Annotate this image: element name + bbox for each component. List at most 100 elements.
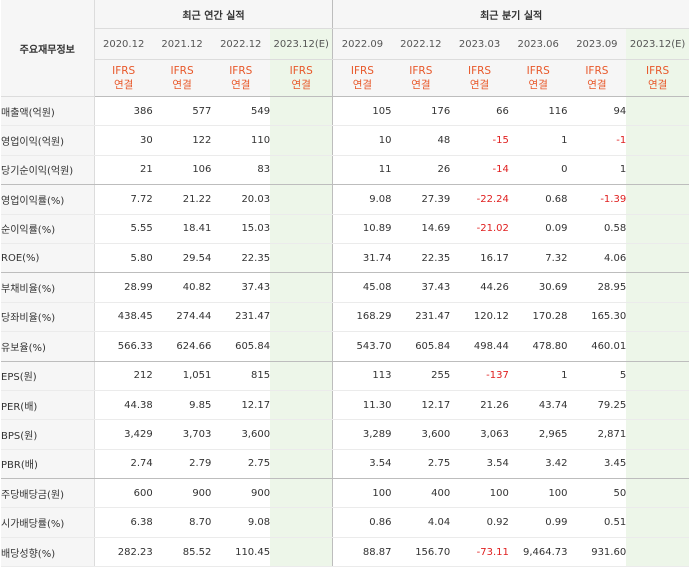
quarterly-value-cell	[626, 507, 689, 538]
annual-value-cell: 28.99	[94, 272, 153, 303]
quarterly-value-cell: -21.02	[450, 214, 509, 244]
row-label: 시가배당률(%)	[1, 507, 95, 538]
quarterly-value-cell: 120.12	[450, 302, 509, 333]
quarterly-value-cell: 165.30	[567, 302, 627, 333]
consolidated-label: 연결	[352, 79, 373, 91]
annual-value-cell: 18.41	[152, 214, 212, 244]
quarterly-value-cell: 255	[391, 361, 451, 391]
annual-value-cell: 577	[152, 96, 212, 127]
annual-value-cell: 8.70	[152, 507, 212, 538]
quarterly-value-cell: 3,600	[391, 419, 451, 450]
annual-value-cell: 106	[152, 155, 212, 186]
quarterly-value-cell: 0.99	[508, 507, 568, 538]
row-label: 유보율(%)	[1, 331, 95, 362]
accounting-standard-cell: IFRS 연결	[332, 59, 392, 97]
table-row: 영업이익률(%) 7.72 21.22 20.03 9.08 27.39 -22.24 0.6…	[1, 184, 689, 215]
table-row: 유보율(%) 566.33 624.66 605.84 543.70 605.84 498.…	[1, 331, 689, 362]
quarterly-value-cell: 9.08	[332, 184, 392, 215]
annual-value-cell: 900	[152, 478, 212, 509]
quarterly-value-cell: 156.70	[391, 537, 451, 567]
quarterly-value-cell: 0.86	[332, 507, 392, 538]
accounting-standard-cell: IFRS 연결	[211, 59, 271, 97]
annual-value-cell: 12.17	[211, 390, 271, 421]
annual-value-cell: 15.03	[211, 214, 271, 244]
quarterly-value-cell: 2.75	[391, 449, 451, 480]
quarterly-value-cell: -73.11	[450, 537, 509, 567]
quarterly-value-cell: 605.84	[391, 331, 451, 362]
quarterly-value-cell: 543.70	[332, 331, 392, 362]
ifrs-label: IFRS	[112, 65, 136, 77]
annual-value-cell: 85.52	[152, 537, 212, 567]
quarterly-value-cell: 45.08	[332, 272, 392, 303]
quarterly-value-cell	[626, 125, 689, 156]
annual-value-cell: 3,600	[211, 419, 271, 450]
row-label: 순이익률(%)	[1, 214, 95, 244]
quarterly-value-cell	[626, 243, 689, 274]
period-header-row: 2020.12 2021.12 2022.12 2023.12(E) 2022.09 20…	[1, 28, 689, 60]
accounting-standard-cell: IFRS 연결	[450, 59, 509, 97]
annual-value-cell	[270, 243, 334, 274]
quarterly-value-cell: 11.30	[332, 390, 392, 421]
annual-value-cell	[270, 419, 334, 450]
annual-value-cell: 37.43	[211, 272, 271, 303]
quarterly-value-cell: 7.32	[508, 243, 568, 274]
row-label: 당좌비율(%)	[1, 302, 95, 333]
consolidated-label: 연결	[469, 79, 490, 91]
quarterly-value-cell: 50	[567, 478, 627, 509]
quarterly-value-cell: 1	[567, 155, 627, 186]
annual-value-cell	[270, 184, 334, 215]
annual-value-cell: 22.35	[211, 243, 271, 274]
quarterly-value-cell: 478.80	[508, 331, 568, 362]
ifrs-label: IFRS	[467, 65, 492, 77]
annual-value-cell: 282.23	[94, 537, 153, 567]
quarterly-value-cell: 0	[508, 155, 568, 186]
quarterly-value-cell: 9,464.73	[508, 537, 568, 567]
row-label: BPS(원)	[1, 419, 95, 450]
ifrs-label: IFRS	[585, 65, 609, 77]
table-row: 매출액(억원) 386 577 549 105 176 66 116 94	[1, 96, 689, 127]
accounting-standard-cell: IFRS 연결	[94, 59, 153, 97]
quarterly-value-cell: 44.26	[450, 272, 509, 303]
table-row: EPS(원) 212 1,051 815 113 255 -137 1 5	[1, 361, 689, 391]
accounting-standard-cell: IFRS 연결	[567, 59, 627, 97]
quarterly-value-cell	[626, 302, 689, 333]
consolidated-label: 연결	[587, 79, 607, 91]
quarterly-value-cell: 3.45	[567, 449, 627, 480]
quarterly-value-cell: 16.17	[450, 243, 509, 274]
annual-value-cell: 274.44	[152, 302, 212, 333]
annual-value-cell: 624.66	[152, 331, 212, 362]
quarterly-value-cell	[626, 361, 689, 391]
annual-value-cell	[270, 214, 334, 244]
quarterly-value-cell: 12.17	[391, 390, 451, 421]
annual-value-cell: 900	[211, 478, 271, 509]
quarterly-value-cell: 2,965	[508, 419, 568, 450]
quarterly-value-cell	[626, 537, 689, 567]
row-label: 부채비율(%)	[1, 272, 95, 303]
annual-value-cell: 122	[152, 125, 212, 156]
annual-value-cell: 7.72	[94, 184, 153, 215]
accounting-standard-row: IFRS 연결 IFRS 연결 IFRS 연결 IFRS 연결 IFRS 연결 IFRS 연결 IFRS…	[1, 59, 689, 97]
annual-value-cell: 386	[94, 96, 153, 127]
annual-value-cell: 110.45	[211, 537, 271, 567]
quarterly-value-cell: 400	[391, 478, 451, 509]
table-row: 당좌비율(%) 438.45 274.44 231.47 168.29 231.47 120…	[1, 302, 689, 333]
quarterly-value-cell	[626, 331, 689, 362]
annual-value-cell	[270, 507, 334, 538]
annual-value-cell	[270, 272, 334, 303]
annual-value-cell: 21.22	[152, 184, 212, 215]
quarterly-value-cell: 28.95	[567, 272, 627, 303]
quarterly-value-cell: 105	[332, 96, 392, 127]
annual-period-header: 2020.12	[94, 28, 153, 60]
annual-value-cell: 231.47	[211, 302, 271, 333]
quarterly-value-cell: -1.39	[567, 184, 627, 215]
ifrs-label: IFRS	[289, 65, 313, 77]
quarterly-value-cell: 4.06	[567, 243, 627, 274]
annual-value-cell	[270, 331, 334, 362]
ifrs-label: IFRS	[350, 65, 374, 77]
table-row: BPS(원) 3,429 3,703 3,600 3,289 3,600 3,063 2,96…	[1, 419, 689, 450]
annual-value-cell: 212	[94, 361, 153, 391]
annual-value-cell: 549	[211, 96, 271, 127]
annual-value-cell	[270, 155, 334, 186]
annual-value-cell: 600	[94, 478, 153, 509]
